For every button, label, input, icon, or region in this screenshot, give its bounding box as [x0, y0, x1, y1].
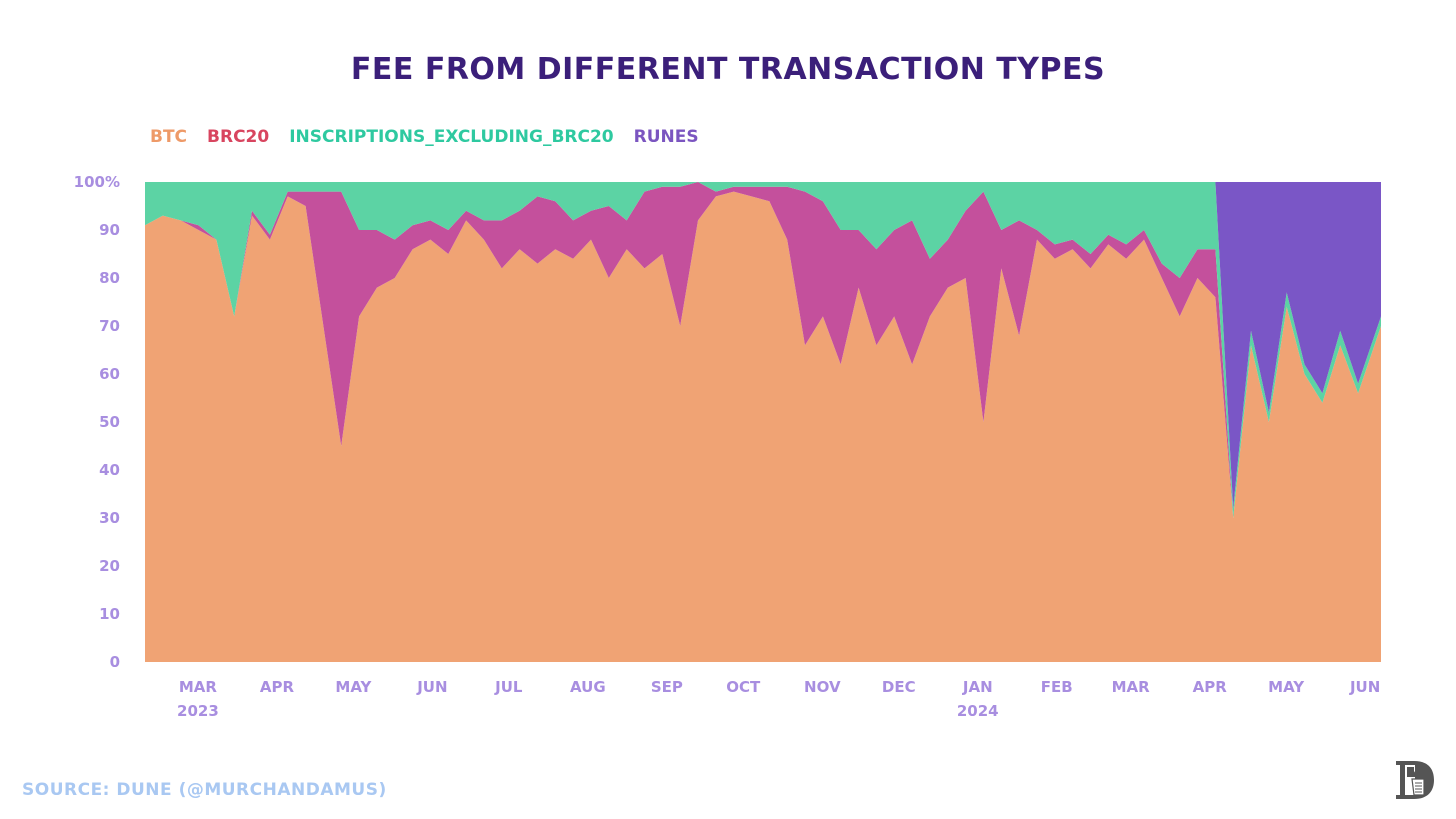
x-tick-label: NOV [804, 678, 841, 696]
y-tick-label: 30 [99, 509, 120, 527]
y-tick-label: 40 [99, 461, 120, 479]
y-tick-label: 80 [99, 269, 120, 287]
area-runes [145, 182, 1381, 509]
x-tick-label: JUN [1349, 678, 1380, 696]
x-tick-label: MAY [1268, 678, 1305, 696]
y-tick-label: 100% [74, 173, 120, 191]
y-tick-label: 0 [110, 653, 120, 671]
legend-item-brc20: BRC20 [207, 127, 270, 147]
x-tick-label: APR [1193, 678, 1228, 696]
legend-item-inscriptions: INSCRIPTIONS_EXCLUDING_BRC20 [289, 127, 614, 147]
x-tick-label: JAN [962, 678, 993, 696]
x-tick-label: MAR [1112, 678, 1151, 696]
x-tick-year-label: 2024 [957, 702, 999, 720]
y-tick-label: 60 [99, 365, 120, 383]
y-tick-label: 10 [99, 605, 120, 623]
source-note: SOURCE: DUNE (@MURCHANDAMUS) [22, 780, 387, 800]
x-tick-label: JUN [416, 678, 447, 696]
x-tick-label: OCT [726, 678, 761, 696]
y-tick-label: 50 [99, 413, 120, 431]
y-tick-label: 20 [99, 557, 120, 575]
x-tick-label: MAR [179, 678, 218, 696]
publisher-logo-icon [1396, 761, 1434, 799]
legend-item-runes: RUNES [633, 127, 699, 147]
y-tick-label: 90 [99, 221, 120, 239]
x-tick-label: JUL [494, 678, 523, 696]
x-tick-label: DEC [882, 678, 916, 696]
y-tick-label: 70 [99, 317, 120, 335]
plot-areas [145, 182, 1381, 662]
x-tick-year-label: 2023 [177, 702, 219, 720]
area-btc [145, 191, 1381, 662]
legend: BTC BRC20 INSCRIPTIONS_EXCLUDING_BRC20 R… [150, 127, 699, 147]
area-inscriptions-excluding-brc20 [145, 182, 1381, 518]
x-tick-label: SEP [651, 678, 683, 696]
x-tick-label: MAY [335, 678, 372, 696]
x-axis: MAR 2023 APR MAY JUN JUL AUG SEP OCT NOV DEC JAN 202… [177, 678, 1380, 720]
x-tick-label: FEB [1041, 678, 1073, 696]
x-tick-label: APR [260, 678, 295, 696]
chart-title: FEE FROM DIFFERENT TRANSACTION TYPES [350, 52, 1106, 87]
legend-item-btc: BTC [150, 127, 188, 147]
x-tick-label: AUG [570, 678, 606, 696]
y-axis: 0 10 20 30 40 50 60 70 80 90 100% [74, 173, 120, 671]
